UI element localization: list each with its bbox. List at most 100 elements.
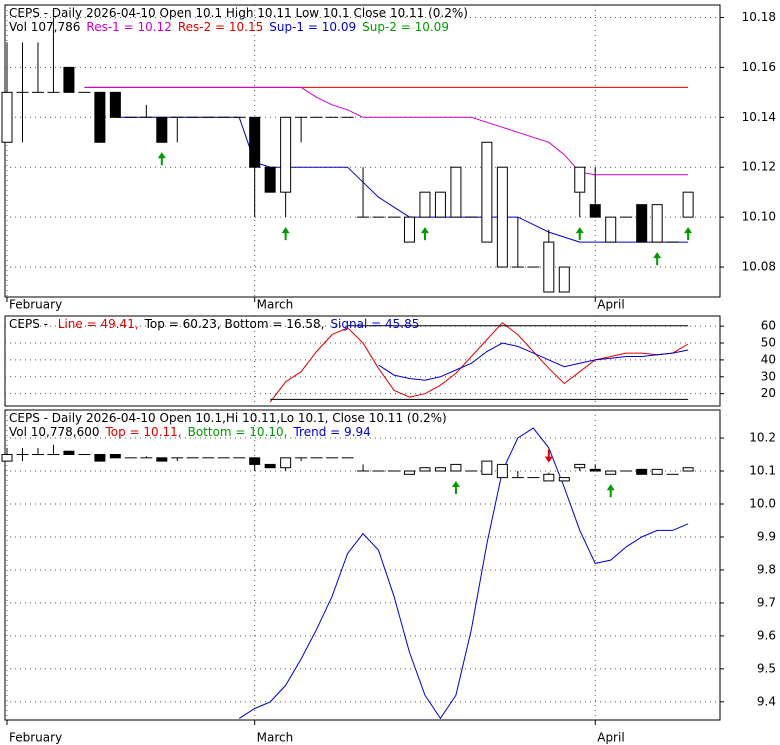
header-line: Vol 107,786 Res-1 = 10.12 Res-2 = 10.15 Sup… xyxy=(9,20,449,34)
candle-body xyxy=(403,216,415,243)
candle-body xyxy=(94,454,106,462)
candle-body xyxy=(558,477,570,482)
x-tick-label: April xyxy=(597,731,624,745)
candle-body xyxy=(605,470,617,475)
candle-body xyxy=(450,166,462,218)
candle-body xyxy=(682,467,694,472)
candle-body xyxy=(682,191,694,218)
buy-arrow xyxy=(606,484,615,498)
header-item: Top = 10.11, xyxy=(104,425,181,439)
candle-body xyxy=(264,463,276,469)
x-tick-label: March xyxy=(257,298,294,312)
y-tick-label: 10.0 xyxy=(749,496,776,510)
buy-arrow xyxy=(281,227,290,241)
buy-arrow xyxy=(451,481,460,495)
candle-body xyxy=(434,467,446,472)
candle-body xyxy=(249,457,261,465)
header-line: CEPS - Daily 2026-04-10 Open 10.1 High 1… xyxy=(9,6,468,20)
buy-arrow xyxy=(653,252,662,266)
candle-body xyxy=(280,457,292,469)
candle-body xyxy=(109,454,121,459)
buy-arrow xyxy=(684,227,693,241)
candle-body xyxy=(636,468,648,475)
candle-body xyxy=(605,216,617,243)
candle-body xyxy=(589,204,601,218)
candle-body xyxy=(419,467,431,472)
y-tick-label: 9.7 xyxy=(757,595,776,609)
y-tick-label: 50 xyxy=(761,336,776,350)
header-line: CEPS - Line = 49.41, Top = 60.23, Bottom … xyxy=(9,317,419,331)
y-tick-label: 40 xyxy=(761,352,776,366)
y-tick-label: 10.2 xyxy=(749,431,776,445)
y-tick-label: 9.4 xyxy=(757,694,776,708)
x-tick-label: March xyxy=(257,731,294,745)
candle-body xyxy=(403,470,415,475)
candle-body xyxy=(450,463,462,472)
header-item: Top = 60.23, Bottom = 16.58, xyxy=(144,317,325,331)
header-item: Trend = 9.94 xyxy=(292,425,370,439)
candle-body xyxy=(481,141,493,243)
series-line xyxy=(238,427,689,720)
header-item: Res-1 = 10.12 xyxy=(86,20,171,34)
buy-arrow xyxy=(157,152,166,166)
candle-body xyxy=(481,460,493,475)
candle-body xyxy=(434,191,446,218)
candle-body xyxy=(1,91,13,143)
header-item: CEPS - Daily 2026-04-10 Open 10.1 High 1… xyxy=(9,6,468,20)
y-tick-label: 10.10 xyxy=(742,210,776,224)
candle-body xyxy=(109,91,121,118)
candle-body xyxy=(249,116,261,168)
series-line xyxy=(115,116,689,243)
series-line xyxy=(269,322,689,403)
buy-arrow xyxy=(420,227,429,241)
panel-frame xyxy=(4,315,721,407)
header-item: Res-2 = 10.15 xyxy=(178,20,263,34)
y-tick-label: 10.12 xyxy=(742,160,776,174)
y-tick-label: 10.14 xyxy=(742,110,776,124)
candle-body xyxy=(1,454,13,462)
header-line: Vol 10,778,600 Top = 10.11, Bottom = 10.10… xyxy=(9,425,371,439)
sell-arrow xyxy=(544,449,553,463)
header-item: Sup-2 = 10.09 xyxy=(362,20,449,34)
header-item: CEPS - xyxy=(9,317,52,331)
header-line: CEPS - Daily 2026-04-10 Open 10.1,Hi 10.… xyxy=(9,411,447,425)
candle-body xyxy=(280,116,292,193)
header-item: CEPS - Daily 2026-04-10 Open 10.1,Hi 10.… xyxy=(9,411,447,425)
candle-body xyxy=(419,191,431,218)
header-item: Vol 10,778,600 xyxy=(9,425,99,439)
x-tick-label: April xyxy=(597,298,624,312)
buy-arrow xyxy=(575,227,584,241)
series-line xyxy=(378,342,689,381)
header-item: Line = 49.41, xyxy=(58,317,139,331)
x-tick-label: February xyxy=(9,298,62,312)
candle-body xyxy=(589,468,601,472)
candle-body xyxy=(574,166,586,193)
y-tick-label: 9.6 xyxy=(757,628,776,642)
y-tick-label: 10.1 xyxy=(749,464,776,478)
candle-body xyxy=(94,91,106,143)
candle-body xyxy=(156,116,168,143)
y-tick-label: 30 xyxy=(761,369,776,383)
panel-frame xyxy=(4,4,721,298)
series-line xyxy=(84,86,689,176)
y-tick-label: 20 xyxy=(761,386,776,400)
candle-body xyxy=(63,450,75,456)
candle-body xyxy=(651,468,663,475)
candle-body xyxy=(574,463,586,469)
y-tick-label: 9.5 xyxy=(757,661,776,675)
candle-body xyxy=(156,457,168,462)
header-item: Signal = 45.85 xyxy=(330,317,419,331)
y-tick-label: 10.16 xyxy=(742,60,776,74)
header-item: Bottom = 10.10, xyxy=(188,425,288,439)
y-tick-label: 10.18 xyxy=(742,10,776,24)
candle-body xyxy=(558,266,570,293)
header-item: Sup-1 = 10.09 xyxy=(269,20,356,34)
panel-frame xyxy=(4,409,721,721)
candle-body xyxy=(63,66,75,93)
candle-body xyxy=(543,473,555,482)
candle-body xyxy=(496,166,508,268)
y-tick-label: 9.9 xyxy=(757,529,776,543)
candle-body xyxy=(651,204,663,243)
y-tick-label: 10.08 xyxy=(742,260,776,274)
